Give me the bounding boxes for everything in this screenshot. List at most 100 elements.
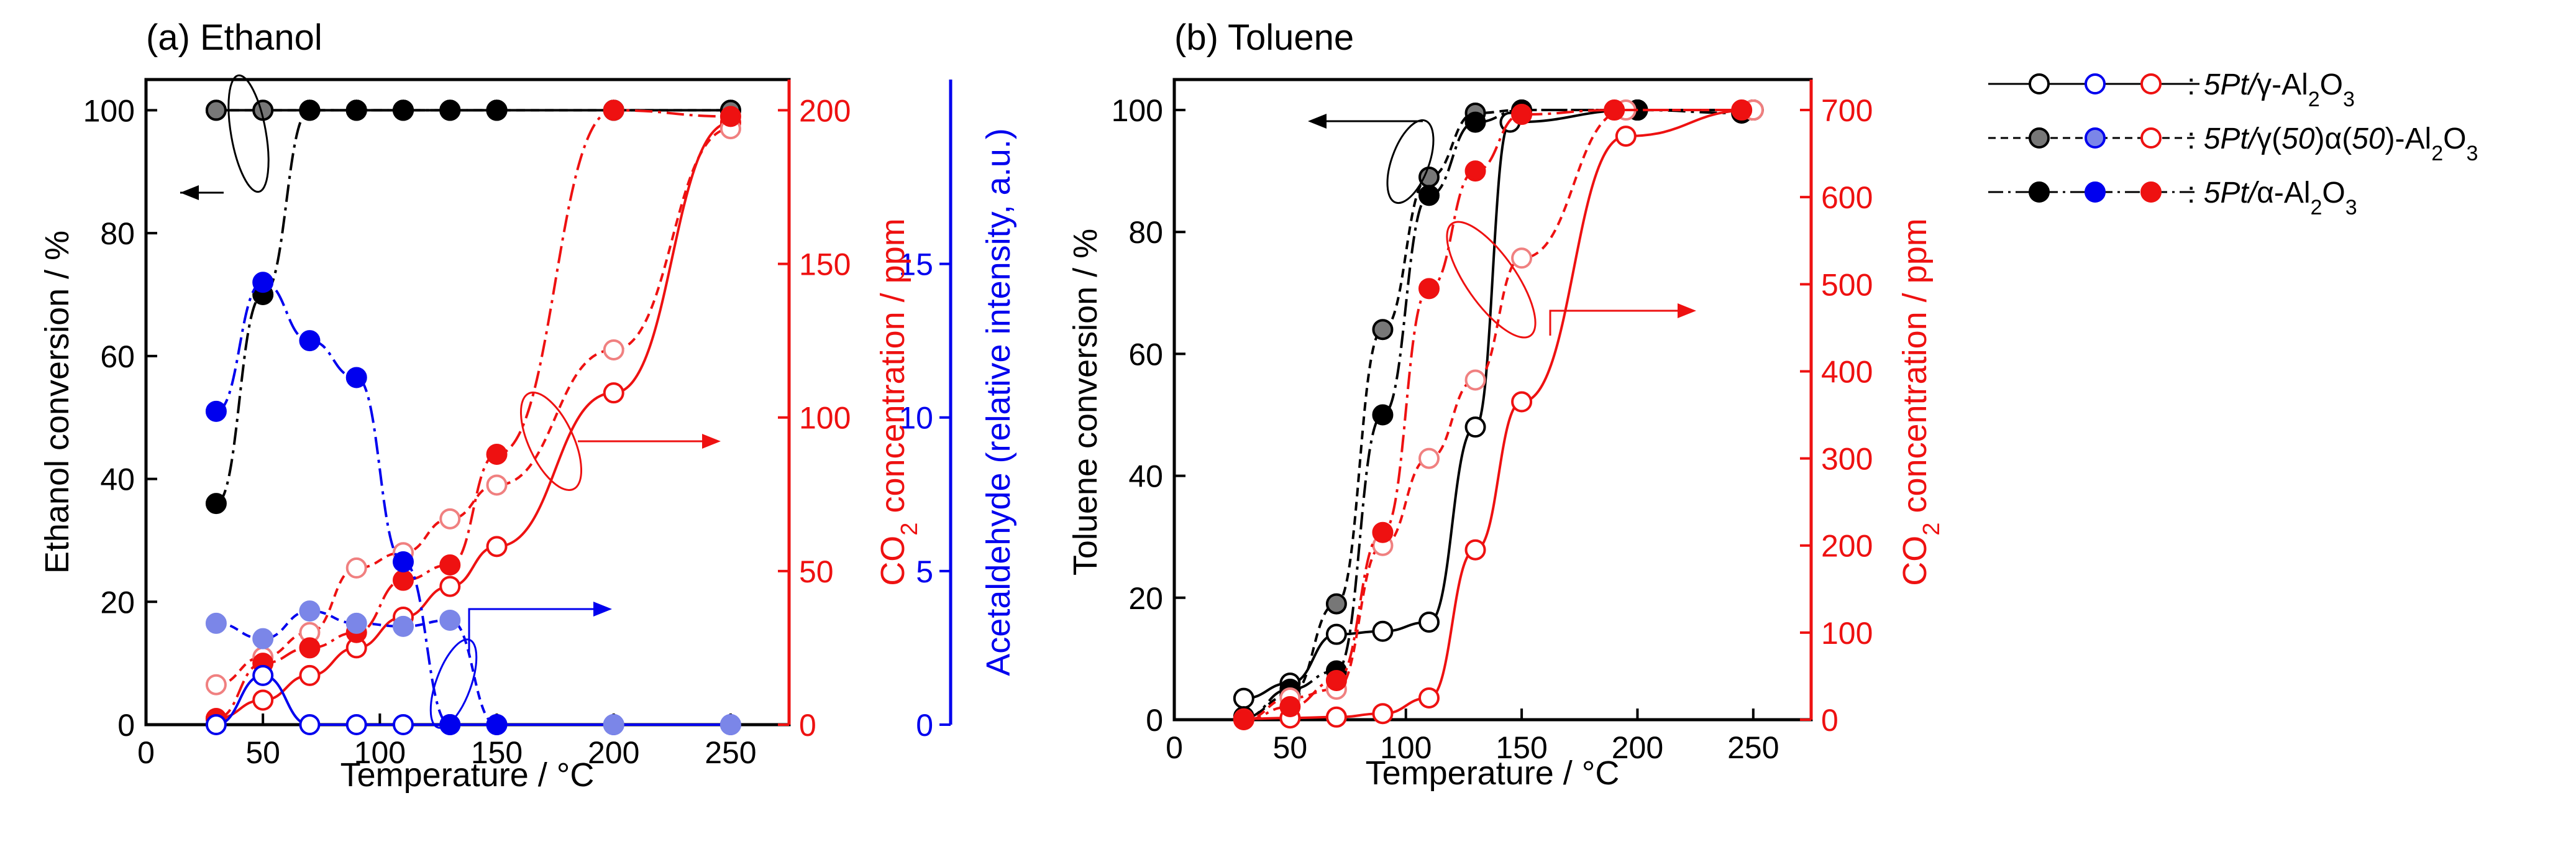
data-point xyxy=(252,689,274,711)
co2-tick-label: 100 xyxy=(799,401,851,436)
data-point xyxy=(205,99,227,121)
data-point xyxy=(1325,623,1347,645)
acetaldehyde-tick-label: 5 xyxy=(916,554,933,589)
series-6 xyxy=(1233,99,1753,730)
data-point xyxy=(1372,703,1394,725)
panel-a-ylabel: Ethanol conversion / % xyxy=(39,231,76,574)
data-point xyxy=(393,551,414,573)
legend-marker xyxy=(2029,73,2050,94)
series-line xyxy=(216,674,731,727)
data-point xyxy=(205,493,227,515)
data-point xyxy=(299,637,321,659)
panel-a-xlabel: Temperature / °C xyxy=(340,756,595,794)
x-tick-label: 50 xyxy=(1273,730,1308,765)
data-point xyxy=(603,339,624,360)
legend-marker xyxy=(2140,127,2162,149)
data-point xyxy=(299,600,321,622)
data-point xyxy=(719,106,741,127)
y-tick-label: 0 xyxy=(1146,703,1163,738)
data-point xyxy=(393,99,414,121)
legend-label-2: : 5Pt/γ(50)α(50)-Al2O3 xyxy=(2187,122,2478,165)
series-9 xyxy=(205,272,508,735)
x-tick-label: 200 xyxy=(588,735,639,770)
data-point xyxy=(1372,620,1394,642)
legend-label-1: : 5Pt/γ-Al2O3 xyxy=(2187,68,2355,111)
data-point xyxy=(1511,391,1533,413)
panel-b-title: (b) Toluene xyxy=(1174,17,1354,58)
data-point xyxy=(486,714,508,735)
data-point xyxy=(1418,612,1440,633)
data-point xyxy=(1604,99,1625,121)
x-tick-label: 250 xyxy=(705,735,756,770)
panel-a-left-axis: 0 20 40 60 80 100 xyxy=(83,93,157,743)
data-point xyxy=(1464,369,1486,391)
data-point xyxy=(345,612,367,634)
panel-b-xlabel: Temperature / °C xyxy=(1366,755,1620,792)
data-point xyxy=(299,330,321,352)
data-point xyxy=(1464,111,1486,133)
data-point xyxy=(205,400,227,422)
data-point xyxy=(205,714,227,735)
series-4 xyxy=(205,112,741,730)
x-tick-label: 250 xyxy=(1727,730,1779,765)
co2-tick-label: 500 xyxy=(1821,267,1873,302)
data-point xyxy=(603,99,624,121)
data-point xyxy=(1279,695,1301,717)
panel-b-x-axis: 0 50 100 150 200 250 xyxy=(1166,709,1779,765)
legend-marker xyxy=(2085,73,2106,94)
panel-b-co2-axis: 0 100 200 300 400 500 600 700 xyxy=(1800,80,1873,738)
data-point xyxy=(345,99,367,121)
data-point xyxy=(719,714,741,735)
data-point xyxy=(252,664,274,686)
data-point xyxy=(1418,278,1440,300)
data-point xyxy=(1418,185,1440,206)
data-point xyxy=(299,99,321,121)
data-point xyxy=(603,382,624,404)
data-point xyxy=(1464,416,1486,438)
data-point xyxy=(205,612,227,634)
series-line xyxy=(216,610,731,727)
legend-marker xyxy=(2085,127,2106,149)
data-point xyxy=(1325,669,1347,691)
series-3 xyxy=(205,99,508,515)
panel-a-series xyxy=(205,99,741,735)
x-tick-label: 100 xyxy=(354,735,406,770)
legend-marker xyxy=(2029,181,2050,203)
data-point xyxy=(439,576,461,597)
panel-a-acetaldehyde-axis: 0 5 10 15 xyxy=(898,80,952,743)
series-line xyxy=(216,127,731,686)
acetaldehyde-tick-label: 0 xyxy=(916,708,933,743)
x-tick-label: 150 xyxy=(1496,730,1547,765)
data-point xyxy=(1464,160,1486,182)
data-point xyxy=(345,714,367,735)
data-point xyxy=(1372,319,1394,341)
data-point xyxy=(439,508,461,530)
panel-a-co2-axis: 0 50 100 150 200 xyxy=(778,80,851,743)
legend-marker xyxy=(2140,73,2162,94)
data-point xyxy=(486,99,508,121)
data-point xyxy=(1615,126,1637,147)
co2-tick-label: 50 xyxy=(799,554,834,589)
co2-tick-label: 0 xyxy=(1821,703,1838,738)
series-line xyxy=(216,121,731,720)
data-point xyxy=(205,674,227,695)
panel-a-x-axis: 0 50 100 150 200 250 xyxy=(137,713,757,770)
data-point xyxy=(1372,521,1394,543)
y-tick-label: 0 xyxy=(117,708,135,743)
y-tick-label: 60 xyxy=(100,339,135,374)
data-point xyxy=(439,99,461,121)
data-point xyxy=(439,714,461,735)
data-point xyxy=(299,664,321,686)
y-tick-label: 80 xyxy=(100,216,135,251)
y-tick-label: 60 xyxy=(1128,337,1163,372)
data-point xyxy=(439,554,461,576)
panel-a-title: (a) Ethanol xyxy=(146,17,322,58)
data-point xyxy=(1233,687,1254,709)
co2-tick-label: 200 xyxy=(799,93,851,128)
legend-entry-3: : 5Pt/α-Al2O3 xyxy=(1988,177,2357,219)
data-point xyxy=(1233,709,1254,730)
legend-marker xyxy=(2085,181,2106,203)
data-point xyxy=(1325,593,1347,615)
x-tick-label: 0 xyxy=(1166,730,1183,765)
co2-tick-label: 100 xyxy=(1821,616,1873,651)
